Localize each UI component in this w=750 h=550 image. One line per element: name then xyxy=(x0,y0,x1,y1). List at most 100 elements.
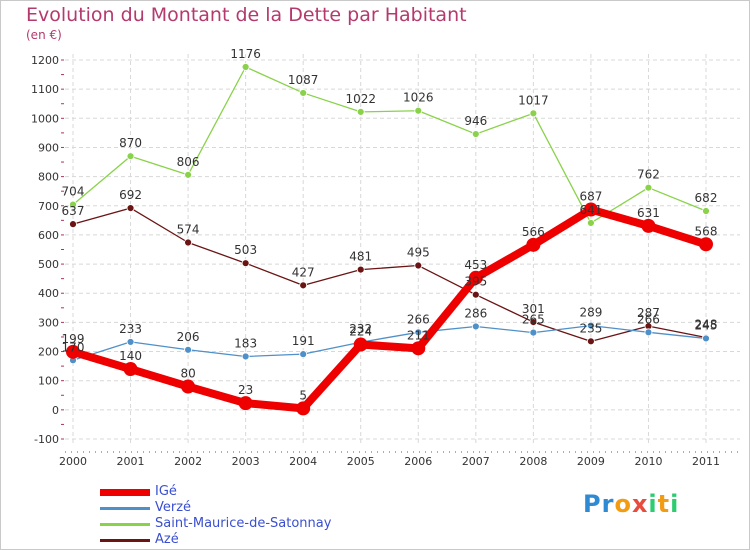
data-label: 287 xyxy=(637,306,660,320)
x-tick-label: 2003 xyxy=(232,455,260,468)
x-tick-label: 2002 xyxy=(174,455,202,468)
data-label: 232 xyxy=(349,322,372,336)
x-tick-label: 2011 xyxy=(692,455,720,468)
logo-letter: o xyxy=(614,490,632,518)
legend-label: Saint-Maurice-de-Satonnay xyxy=(155,516,332,531)
data-point xyxy=(241,352,250,361)
data-point xyxy=(411,341,426,356)
data-point xyxy=(184,345,192,354)
data-point xyxy=(299,281,308,290)
data-label: 870 xyxy=(119,136,142,150)
data-label: 1087 xyxy=(288,73,319,87)
data-point xyxy=(644,328,653,337)
data-label: 266 xyxy=(407,312,430,326)
data-label: 682 xyxy=(695,191,718,205)
data-point xyxy=(587,337,595,346)
proxiti-logo: Proxiti xyxy=(583,490,679,518)
x-tick-label: 2000 xyxy=(59,455,87,468)
data-point xyxy=(471,290,480,299)
y-tick-label: 700 xyxy=(38,200,59,213)
series-line-3 xyxy=(72,207,707,342)
data-label: 245 xyxy=(695,318,718,332)
data-point xyxy=(184,238,192,247)
data-label: 170 xyxy=(62,340,85,354)
data-label: 453 xyxy=(464,258,487,272)
data-label: 266 xyxy=(637,312,660,326)
data-label: 503 xyxy=(234,243,257,257)
data-label: 692 xyxy=(119,188,142,202)
legend-swatch xyxy=(100,539,150,542)
data-label: 631 xyxy=(637,206,660,220)
data-point xyxy=(471,130,480,138)
data-label: 806 xyxy=(177,155,200,169)
chart-title: Evolution du Montant de la Dette par Hab… xyxy=(26,4,467,26)
data-point xyxy=(414,328,423,337)
data-label: 183 xyxy=(234,336,257,350)
data-label: 687 xyxy=(579,190,602,204)
series-line-2 xyxy=(72,66,707,224)
data-point xyxy=(414,261,423,270)
x-tick-label: 2010 xyxy=(634,455,662,468)
data-label: 286 xyxy=(464,306,487,320)
legend-swatch xyxy=(100,523,150,526)
data-label: 637 xyxy=(62,204,85,218)
data-label: 206 xyxy=(177,330,200,344)
data-label: 23 xyxy=(238,383,253,397)
data-label: 762 xyxy=(637,168,660,182)
series-line-0 xyxy=(69,205,710,413)
y-tick-label: 1100 xyxy=(31,83,59,96)
data-label: 574 xyxy=(177,223,200,237)
data-point xyxy=(356,107,365,116)
data-point xyxy=(69,220,77,229)
x-tick-label: 2005 xyxy=(347,455,375,468)
data-point xyxy=(66,344,80,359)
data-point xyxy=(299,89,308,97)
data-label: 233 xyxy=(119,322,142,336)
logo-letter: i xyxy=(648,490,658,518)
logo-letter: P xyxy=(583,490,602,518)
data-point xyxy=(471,322,480,331)
grid-layer xyxy=(65,54,740,445)
data-point xyxy=(356,265,365,274)
y-tick-label: -100 xyxy=(34,433,59,446)
data-point xyxy=(241,259,250,268)
data-point xyxy=(583,202,598,217)
legend-label: Azé xyxy=(155,532,179,547)
data-point xyxy=(126,204,135,213)
axis-layer: -100 0 100 200 300 400 500 600 700 800 900 1000 1100… xyxy=(31,54,740,468)
data-label: 191 xyxy=(292,334,315,348)
data-label: 495 xyxy=(407,246,430,260)
legend-label: Verzé xyxy=(155,500,192,515)
data-point xyxy=(181,379,196,394)
y-tick-label: 0 xyxy=(52,404,59,417)
data-label: 235 xyxy=(579,321,602,335)
data-label: 1022 xyxy=(345,92,376,106)
logo-letter: i xyxy=(670,490,680,518)
y-tick-label: 1000 xyxy=(31,112,59,125)
data-point xyxy=(702,207,710,215)
data-label: 265 xyxy=(522,313,545,327)
data-label: 289 xyxy=(579,306,602,320)
data-label: 641 xyxy=(579,203,602,217)
data-label: 5 xyxy=(299,388,307,402)
data-point xyxy=(241,63,250,71)
data-label: 199 xyxy=(62,332,85,346)
data-label: 224 xyxy=(349,325,372,339)
series-layer xyxy=(66,63,713,416)
y-tick-label: 1200 xyxy=(31,54,59,67)
y-tick-label: 500 xyxy=(38,258,59,271)
data-point xyxy=(123,362,138,377)
data-label: 427 xyxy=(292,265,315,279)
logo-letter: t xyxy=(657,490,671,518)
y-tick-label: 900 xyxy=(38,141,59,154)
data-point xyxy=(238,396,253,411)
y-tick-label: 800 xyxy=(38,171,59,184)
data-label: 301 xyxy=(522,302,545,316)
data-point xyxy=(468,270,483,285)
data-point xyxy=(644,183,653,192)
chart-subtitle: (en €) xyxy=(26,28,62,42)
data-point xyxy=(526,237,541,252)
data-point xyxy=(353,337,368,352)
